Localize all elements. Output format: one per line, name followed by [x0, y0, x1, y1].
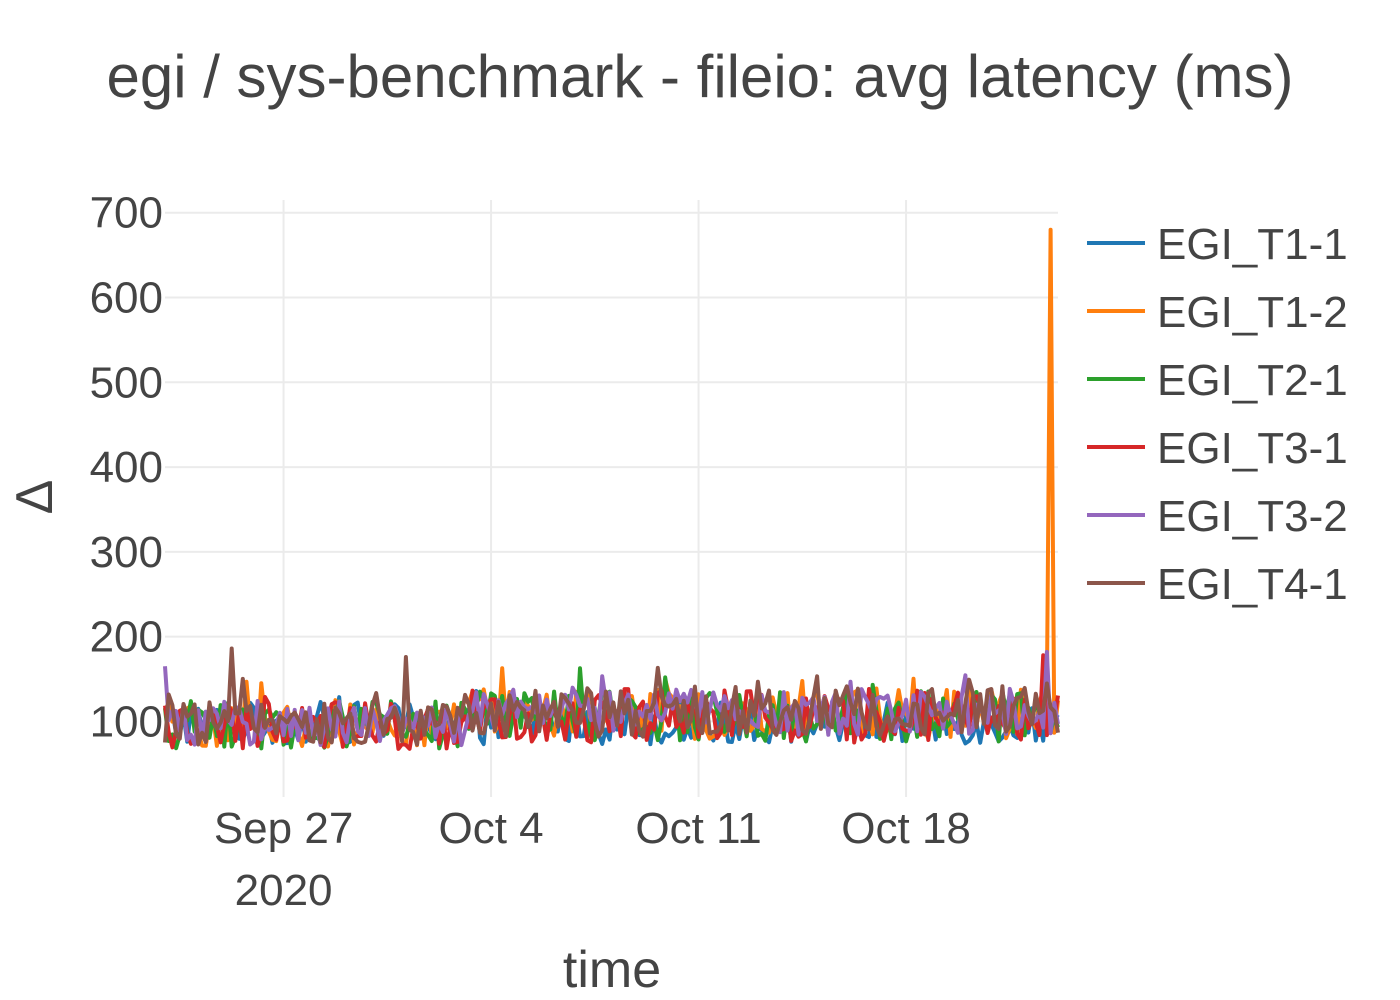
x-axis: Sep 27 2020 Oct 4 Oct 11 Oct 18: [214, 804, 971, 915]
legend-item[interactable]: EGI_T3-1: [1087, 424, 1348, 473]
legend-item[interactable]: EGI_T3-2: [1087, 492, 1348, 541]
y-axis: 100 200 300 400 500 600 700: [90, 189, 163, 747]
legend-item[interactable]: EGI_T1-2: [1087, 288, 1348, 337]
x-tick-label: Oct 18: [841, 804, 971, 853]
legend-item[interactable]: EGI_T1-1: [1087, 220, 1348, 269]
legend-item[interactable]: EGI_T2-1: [1087, 356, 1348, 405]
legend-label: EGI_T4-1: [1157, 560, 1348, 609]
legend-label: EGI_T3-2: [1157, 492, 1348, 541]
x-axis-title: time: [563, 941, 661, 999]
y-tick-label: 100: [90, 697, 163, 746]
y-tick-label: 600: [90, 274, 163, 323]
series-line-egi_t4-1: [163, 646, 1060, 747]
chart-title: egi / sys-benchmark - fileio: avg latenc…: [106, 43, 1294, 110]
legend-label: EGI_T1-2: [1157, 288, 1348, 337]
legend-item[interactable]: EGI_T4-1: [1087, 560, 1348, 609]
y-axis-title: Δ: [6, 480, 64, 515]
plot-area: [163, 227, 1060, 751]
y-tick-label: 400: [90, 443, 163, 492]
y-tick-label: 200: [90, 613, 163, 662]
legend-label: EGI_T3-1: [1157, 424, 1348, 473]
y-tick-label: 500: [90, 358, 163, 407]
x-tick-label: Oct 11: [635, 804, 761, 853]
x-tick-label: Sep 27: [214, 804, 353, 853]
legend-label: EGI_T2-1: [1157, 356, 1348, 405]
series-line-egi_t1-2: [163, 227, 1060, 749]
y-tick-label: 300: [90, 528, 163, 577]
y-tick-label: 700: [90, 189, 163, 238]
x-tick-label: Oct 4: [438, 804, 543, 853]
x-tick-sublabel: 2020: [235, 866, 333, 915]
legend: EGI_T1-1 EGI_T1-2 EGI_T2-1 EGI_T3-1 EGI_T3-2…: [1087, 220, 1348, 609]
legend-label: EGI_T1-1: [1157, 220, 1348, 269]
